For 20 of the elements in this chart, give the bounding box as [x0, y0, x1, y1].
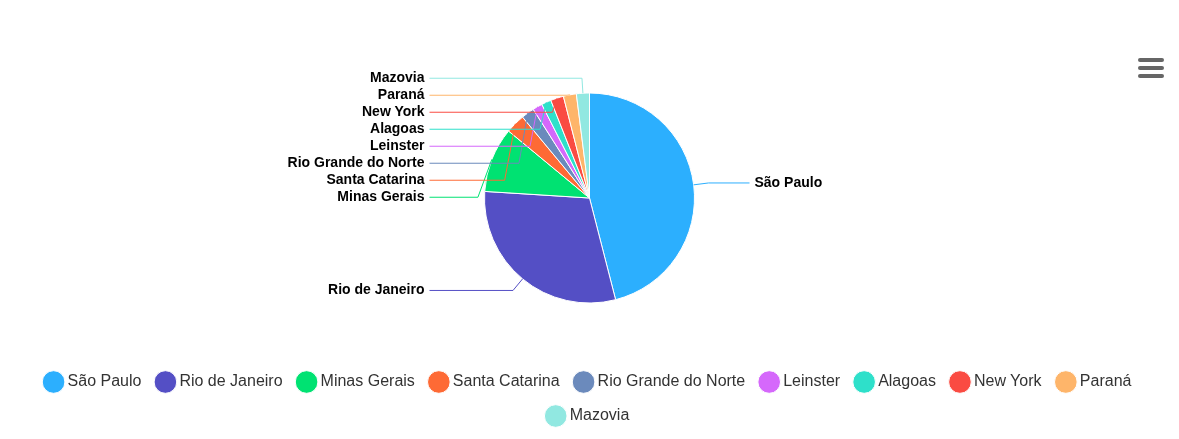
legend-label: Santa Catarina: [452, 372, 560, 390]
legend-label: Alagoas: [878, 372, 936, 390]
legend-label: New York: [973, 372, 1043, 390]
slice-label: Paraná: [377, 86, 425, 103]
slice-label: Minas Gerais: [337, 188, 425, 205]
slice-label: São Paulo: [754, 173, 823, 190]
legend-label: Paraná: [1079, 372, 1132, 390]
slice-label: Rio de Janeiro: [328, 281, 425, 298]
legend-label: Rio Grande do Norte: [597, 372, 746, 390]
legend-label: Leinster: [783, 372, 841, 390]
legend-label: Rio de Janeiro: [179, 372, 283, 390]
slice-label: New York: [361, 103, 425, 120]
legend-label: Mazovia: [569, 406, 630, 424]
slice-label: Rio Grande do Norte: [287, 154, 425, 171]
slice-label: Alagoas: [370, 120, 425, 137]
slice-label: Leinster: [370, 137, 426, 154]
legend-label: Minas Gerais: [320, 372, 415, 390]
legend-label: São Paulo: [67, 372, 142, 390]
slice-label: Mazovia: [370, 69, 425, 86]
slice-label: Santa Catarina: [326, 171, 425, 188]
